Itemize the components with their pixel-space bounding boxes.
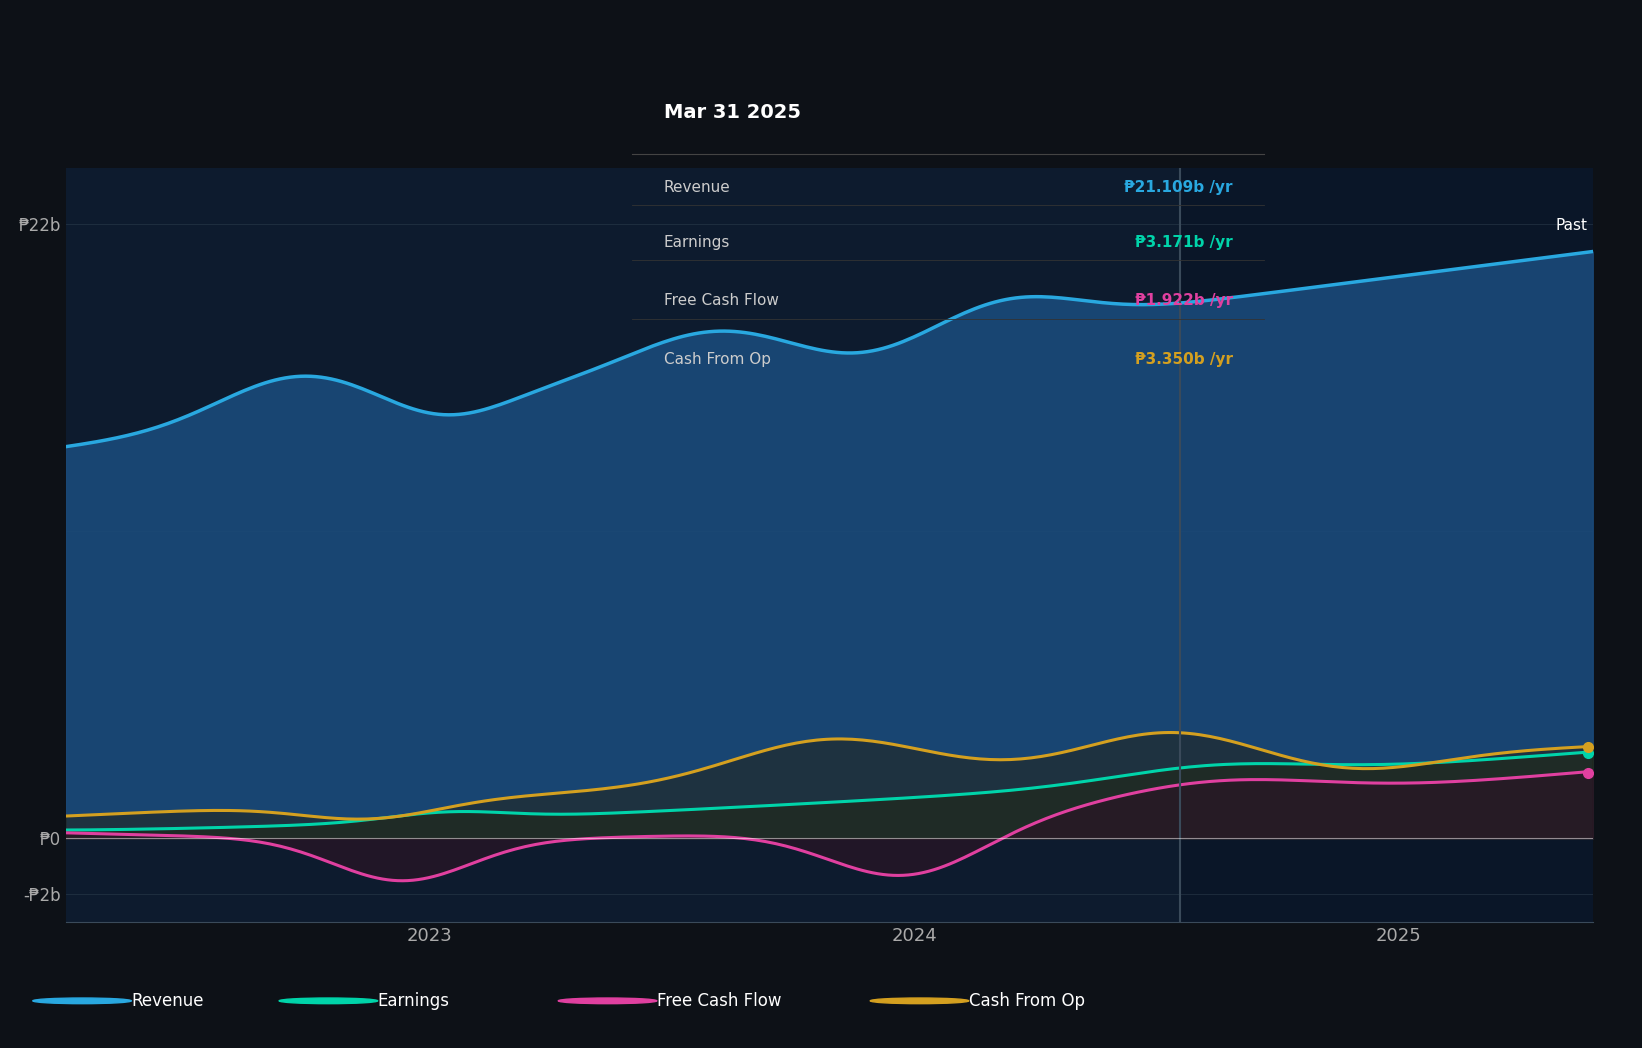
Text: Revenue: Revenue (131, 991, 204, 1010)
Text: Cash From Op: Cash From Op (663, 352, 770, 367)
Text: ₱1.922b /yr: ₱1.922b /yr (1135, 293, 1233, 308)
Text: Earnings: Earnings (378, 991, 450, 1010)
Text: Past: Past (1557, 218, 1588, 233)
Text: Mar 31 2025: Mar 31 2025 (663, 103, 801, 122)
Text: ₱3.350b /yr: ₱3.350b /yr (1135, 352, 1233, 367)
Text: Free Cash Flow: Free Cash Flow (663, 293, 778, 308)
Circle shape (33, 998, 131, 1004)
Circle shape (558, 998, 657, 1004)
Text: ₱3.171b /yr: ₱3.171b /yr (1135, 235, 1233, 249)
Bar (1181, 168, 1593, 922)
Text: ₱21.109b /yr: ₱21.109b /yr (1125, 180, 1233, 195)
Text: Cash From Op: Cash From Op (969, 991, 1085, 1010)
Text: Free Cash Flow: Free Cash Flow (657, 991, 782, 1010)
Circle shape (870, 998, 969, 1004)
Text: Revenue: Revenue (663, 180, 731, 195)
Circle shape (279, 998, 378, 1004)
Text: Earnings: Earnings (663, 235, 731, 249)
